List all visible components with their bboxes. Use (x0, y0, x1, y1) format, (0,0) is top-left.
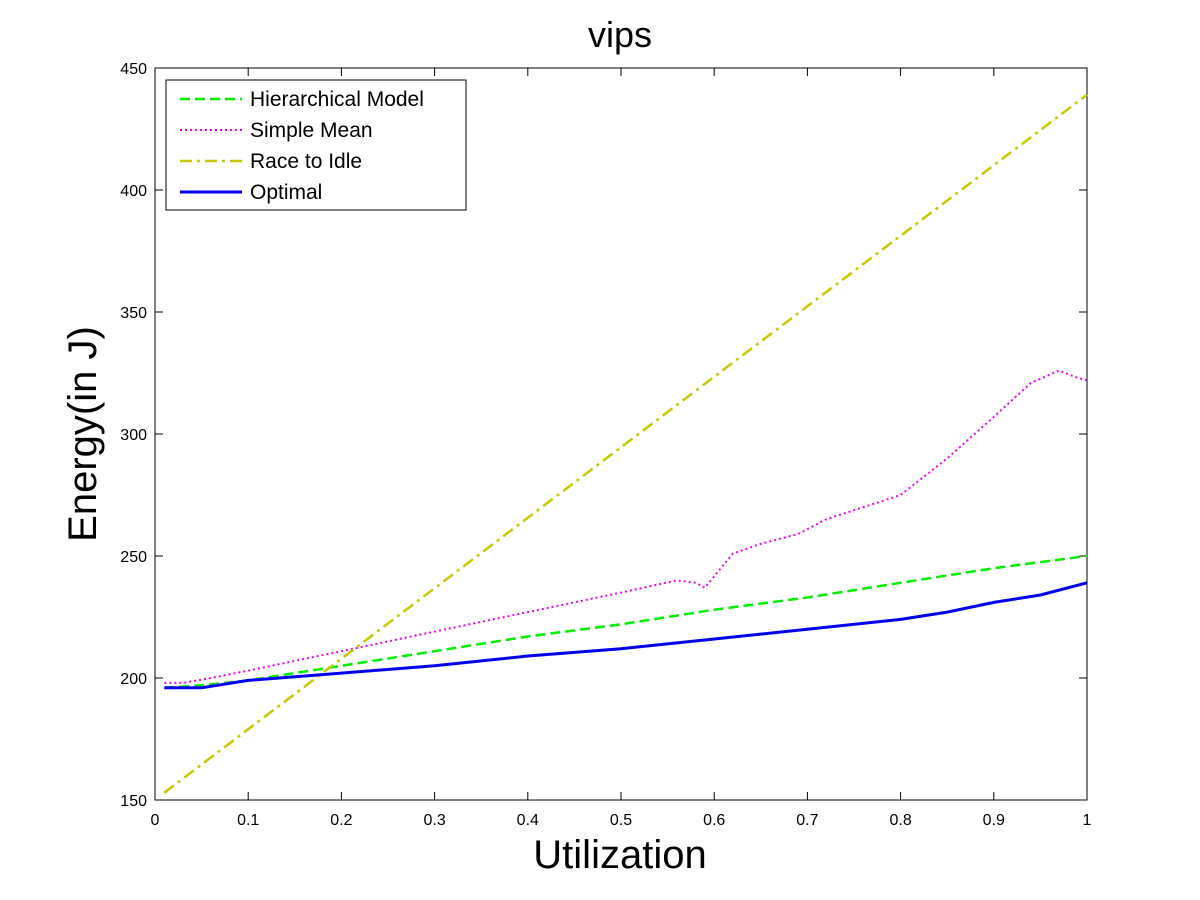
chart-title: vips (588, 14, 652, 55)
x-tick-label: 0.3 (423, 812, 445, 829)
legend-label: Race to Idle (250, 150, 362, 173)
y-tick-label: 400 (120, 183, 147, 200)
x-tick-label: 0.1 (237, 812, 259, 829)
x-tick-label: 0.8 (889, 812, 911, 829)
y-tick-label: 150 (120, 793, 147, 810)
x-tick-label: 0.9 (983, 812, 1005, 829)
x-axis-label: Utilization (533, 833, 706, 877)
series-lines (163, 93, 1088, 794)
y-tick-label: 350 (120, 305, 147, 322)
legend-box (165, 79, 467, 211)
series-line-simple-mean (164, 369, 1088, 684)
legend: Hierarchical Model Simple Mean Race to Idl… (165, 79, 467, 211)
x-tick-label: 0.7 (796, 812, 818, 829)
x-tick-label: 1 (1083, 812, 1092, 829)
x-tick-label: 0 (151, 812, 160, 829)
x-tick-label: 0.2 (330, 812, 352, 829)
series-line-optimal (164, 581, 1088, 690)
y-tick-label: 450 (120, 61, 147, 78)
legend-label: Hierarchical Model (250, 88, 424, 111)
x-axis: 0 0.1 0.2 0.3 0.4 0.5 0.6 0.7 0.8 0.9 1 (151, 68, 1092, 829)
x-tick-label: 0.6 (703, 812, 725, 829)
y-axis-label: Energy(in J) (61, 326, 105, 542)
legend-label: Optimal (250, 181, 322, 204)
y-tick-label: 250 (120, 549, 147, 566)
y-axis: 150 200 250 300 350 400 450 (120, 61, 1087, 810)
y-tick-label: 200 (120, 671, 147, 688)
y-tick-label: 300 (120, 427, 147, 444)
x-tick-label: 0.5 (610, 812, 632, 829)
x-tick-label: 0.4 (517, 812, 539, 829)
legend-label: Simple Mean (250, 119, 373, 142)
